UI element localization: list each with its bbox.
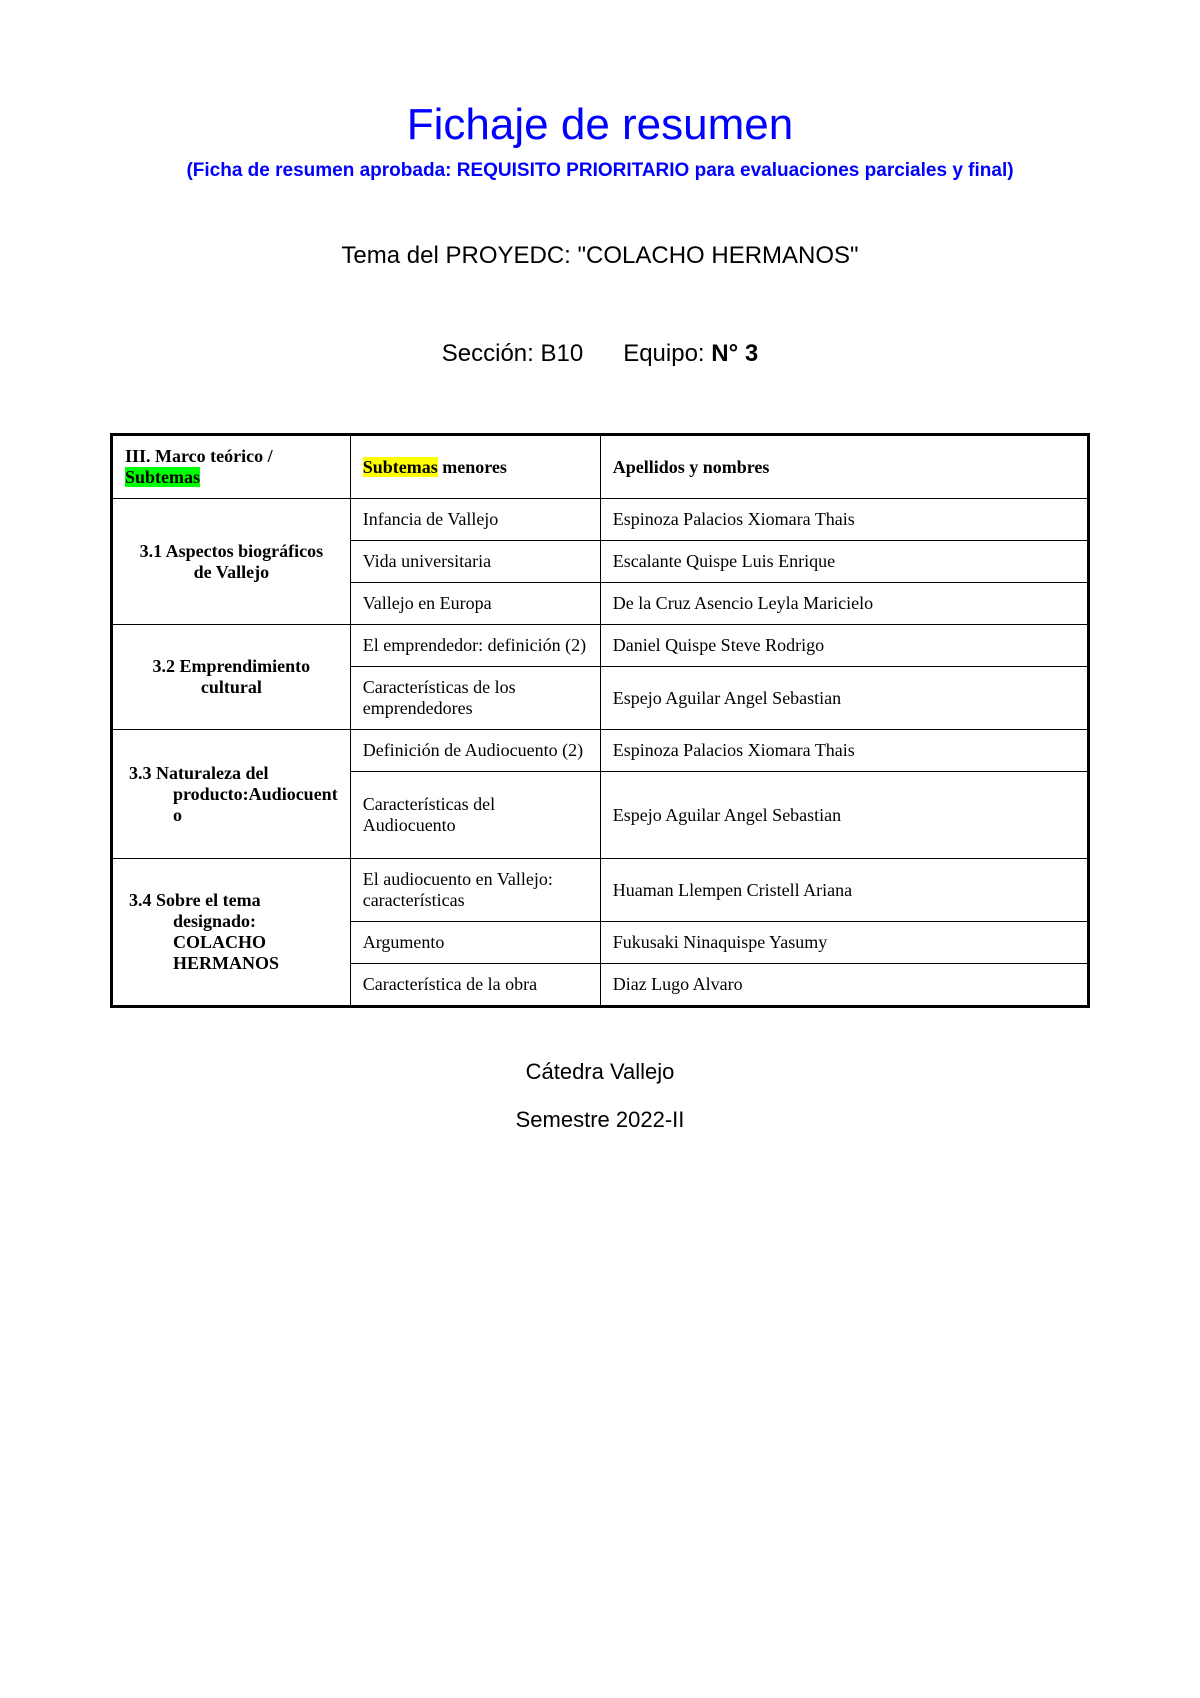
header-col2-rest: menores	[438, 457, 507, 477]
header-col2: Subtemas menores	[350, 435, 600, 499]
header-col1: III. Marco teórico / Subtemas	[112, 435, 351, 499]
section-title-34: 3.4 Sobre el tema designado: COLACHO HER…	[112, 859, 351, 1007]
nombre-cell: Fukusaki Ninaquispe Yasumy	[600, 922, 1088, 964]
header-col2-highlight: Subtemas	[363, 457, 438, 477]
table-row: 3.1 Aspectos biográficos de Vallejo Infa…	[112, 499, 1089, 541]
subtema-cell: Infancia de Vallejo	[350, 499, 600, 541]
section-31-line2: de Vallejo	[194, 562, 270, 582]
table-row: 3.3 Naturaleza del producto:Audiocuent o…	[112, 730, 1089, 772]
seccion-label: Sección:	[442, 340, 541, 367]
header-row: III. Marco teórico / Subtemas Subtemas m…	[112, 435, 1089, 499]
content-table: III. Marco teórico / Subtemas Subtemas m…	[110, 433, 1090, 1008]
header-col1-highlight: Subtemas	[125, 467, 200, 487]
section-34-line1: 3.4 Sobre el tema	[129, 890, 261, 910]
section-title-31: 3.1 Aspectos biográficos de Vallejo	[112, 499, 351, 625]
section-33-line2: producto:Audiocuent	[129, 784, 338, 804]
page-title: Fichaje de resumen	[110, 100, 1090, 150]
nombre-cell: Espinoza Palacios Xiomara Thais	[600, 730, 1088, 772]
page-subtitle: (Ficha de resumen aprobada: REQUISITO PR…	[110, 160, 1090, 182]
nombre-cell: Escalante Quispe Luis Enrique	[600, 541, 1088, 583]
footer-line2: Semestre 2022-II	[110, 1096, 1090, 1144]
section-34-line3: COLACHO	[129, 932, 266, 952]
subtema-cell: El audiocuento en Vallejo: característic…	[350, 859, 600, 922]
subtema-cell: Vallejo en Europa	[350, 583, 600, 625]
equipo-value: N° 3	[711, 340, 758, 367]
section-32-line2: cultural	[201, 677, 262, 697]
header-col1-line1: III. Marco teórico /	[125, 446, 273, 466]
subtema-cell: El emprendedor: definición (2)	[350, 625, 600, 667]
table-row: 3.4 Sobre el tema designado: COLACHO HER…	[112, 859, 1089, 922]
section-33-line3: o	[129, 805, 182, 825]
header-col3: Apellidos y nombres	[600, 435, 1088, 499]
footer-line1: Cátedra Vallejo	[110, 1048, 1090, 1096]
nombre-cell: Espejo Aguilar Angel Sebastian	[600, 772, 1088, 859]
section-31-line1: 3.1 Aspectos biográficos	[140, 541, 324, 561]
nombre-cell: Huaman Llempen Cristell Ariana	[600, 859, 1088, 922]
section-title-32: 3.2 Emprendimiento cultural	[112, 625, 351, 730]
equipo-label: Equipo:	[623, 340, 711, 367]
subtema-cell: Características del Audiocuento	[350, 772, 600, 859]
seccion-line: Sección: B10 Equipo: N° 3	[110, 340, 1090, 368]
tema-label: Tema del PROYEDC:	[341, 242, 577, 269]
subtema-cell: Característica de la obra	[350, 964, 600, 1007]
section-34-line2: designado:	[129, 911, 256, 931]
subtema-cell: Definición de Audiocuento (2)	[350, 730, 600, 772]
section-34-line4: HERMANOS	[129, 953, 279, 973]
nombre-cell: Daniel Quispe Steve Rodrigo	[600, 625, 1088, 667]
footer: Cátedra Vallejo Semestre 2022-II	[110, 1048, 1090, 1145]
tema-line: Tema del PROYEDC: "COLACHO HERMANOS"	[110, 242, 1090, 270]
nombre-cell: Espejo Aguilar Angel Sebastian	[600, 667, 1088, 730]
subtema-cell: Vida universitaria	[350, 541, 600, 583]
nombre-cell: Espinoza Palacios Xiomara Thais	[600, 499, 1088, 541]
section-32-line1: 3.2 Emprendimiento	[153, 656, 311, 676]
table-row: 3.2 Emprendimiento cultural El emprended…	[112, 625, 1089, 667]
subtema-cell: Características de los emprendedores	[350, 667, 600, 730]
seccion-value: B10	[540, 340, 583, 367]
tema-value: "COLACHO HERMANOS"	[578, 242, 859, 269]
subtema-cell: Argumento	[350, 922, 600, 964]
nombre-cell: De la Cruz Asencio Leyla Maricielo	[600, 583, 1088, 625]
section-33-line1: 3.3 Naturaleza del	[129, 763, 268, 783]
nombre-cell: Diaz Lugo Alvaro	[600, 964, 1088, 1007]
section-title-33: 3.3 Naturaleza del producto:Audiocuent o	[112, 730, 351, 859]
